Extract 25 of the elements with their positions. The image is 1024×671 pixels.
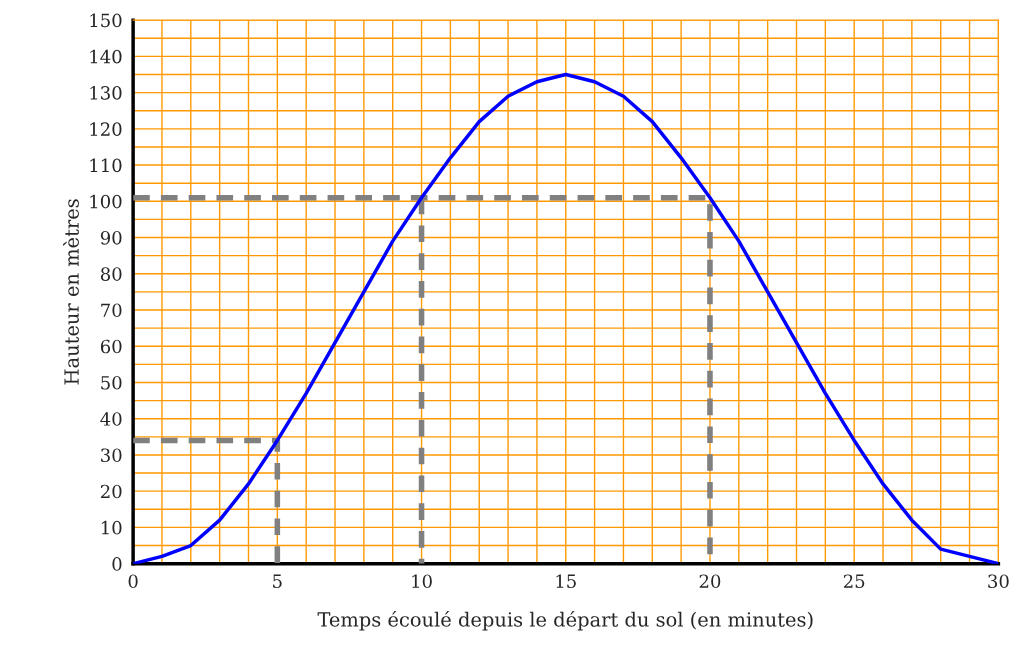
y-tick-label: 80 bbox=[100, 267, 122, 281]
y-tick-label: 120 bbox=[90, 122, 122, 136]
x-tick-label: 20 bbox=[699, 574, 721, 589]
y-tick-label: 10 bbox=[101, 520, 122, 535]
x-tick-label: 30 bbox=[988, 574, 1009, 589]
y-tick-label: 150 bbox=[90, 13, 122, 28]
y-tick-label: 110 bbox=[90, 158, 122, 173]
y-tick-label: 100 bbox=[90, 194, 122, 209]
x-tick-label: 10 bbox=[412, 574, 432, 589]
y-tick-label: 70 bbox=[101, 303, 122, 318]
y-tick-label: 40 bbox=[100, 412, 122, 426]
y-tick-label: 140 bbox=[90, 49, 122, 64]
x-tick-label: 0 bbox=[128, 574, 138, 589]
x-tick-label: 5 bbox=[273, 574, 282, 589]
x-tick-label: 15 bbox=[556, 574, 576, 589]
y-axis-title: Hauteur en mètres bbox=[63, 199, 79, 385]
y-tick-label: 90 bbox=[100, 230, 122, 245]
y-tick-label: 0 bbox=[112, 557, 122, 571]
y-tick-label: 130 bbox=[90, 86, 122, 100]
x-tick-label: 25 bbox=[843, 574, 865, 589]
y-tick-label: 50 bbox=[101, 375, 122, 390]
x-axis-title: Temps écoulé depuis le départ du sol (en minutes) bbox=[317, 610, 813, 631]
y-tick-label: 30 bbox=[101, 448, 122, 463]
y-tick-label: 60 bbox=[100, 339, 122, 354]
y-tick-label: 20 bbox=[100, 484, 122, 499]
